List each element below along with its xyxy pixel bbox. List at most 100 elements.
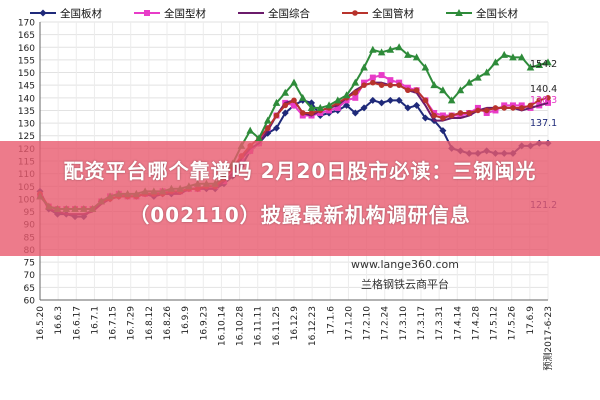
data-point [527, 102, 534, 109]
data-point [352, 94, 359, 101]
y-tick-label: 160 [18, 44, 35, 54]
legend: 全国板材 全国型材 全国综合 全国管材 全国长材 [30, 7, 518, 20]
data-point [422, 97, 429, 104]
data-point [308, 110, 315, 116]
data-point [456, 86, 465, 94]
x-tick-label: 16.5.20 [36, 306, 46, 341]
x-tick-label: 预测2017-6-23 [543, 306, 554, 371]
data-point [501, 105, 508, 111]
legend-item: 全国型材 [134, 7, 206, 20]
legend-item: 全国管材 [342, 7, 414, 20]
y-tick-label: 170 [18, 19, 35, 29]
data-point [535, 60, 544, 68]
legend-item: 全国板材 [30, 7, 102, 20]
y-tick-label: 70 [24, 271, 36, 281]
data-point [405, 87, 411, 94]
x-tick-label: 17.5.12 [490, 306, 500, 340]
x-tick-label: 17.2.10 [363, 306, 373, 341]
data-point [351, 78, 360, 86]
legend-label: 全国型材 [164, 7, 206, 20]
data-point [510, 105, 516, 111]
data-point [351, 109, 359, 117]
x-tick-label: 16.12.9 [290, 306, 300, 341]
data-point [316, 103, 325, 111]
data-point [246, 126, 255, 134]
legend-label: 全国板材 [60, 7, 102, 20]
x-tick-label: 16.10.28 [236, 306, 246, 346]
data-point [395, 96, 403, 104]
data-point [492, 105, 499, 111]
x-tick-label: 17.2.24 [381, 306, 391, 341]
x-tick-label: 17.4.14 [453, 306, 463, 341]
data-point [281, 109, 289, 117]
data-point [413, 101, 421, 109]
data-point [387, 82, 394, 88]
legend-marker [455, 9, 463, 16]
x-tick-label: 17.3.31 [435, 306, 445, 340]
headline-line-2: （002110）披露最新机构调研信息 [129, 203, 471, 227]
data-point [430, 81, 438, 89]
data-point [482, 68, 491, 76]
x-tick-label: 17.3.17 [417, 306, 427, 340]
data-point [378, 82, 385, 88]
data-point [342, 91, 351, 99]
data-point [334, 104, 341, 111]
data-point [264, 125, 271, 131]
x-tick-label: 16.6.17 [72, 306, 82, 340]
data-point [440, 115, 446, 121]
legend-label: 全国管材 [372, 7, 414, 20]
data-point [536, 97, 543, 104]
legend-label: 全国综合 [268, 7, 310, 20]
y-tick-label: 155 [18, 56, 35, 66]
x-tick-label: 16.11.11 [254, 306, 264, 346]
data-point [431, 112, 437, 119]
data-point [526, 63, 535, 71]
x-tick-label: 16.6.3 [54, 306, 64, 335]
x-tick-label: 16.7.29 [127, 306, 137, 341]
data-point [360, 104, 368, 112]
legend-item: 全国长材 [446, 7, 518, 20]
end-label: 137.1 [530, 118, 557, 129]
data-point [447, 96, 456, 104]
data-point [475, 107, 481, 114]
x-tick-label: 17.5.26 [508, 306, 518, 341]
data-point [500, 50, 509, 58]
data-point [370, 79, 376, 86]
data-point [272, 98, 281, 106]
data-point [273, 112, 280, 119]
y-tick-label: 150 [18, 69, 35, 79]
legend-item: 全国综合 [238, 7, 310, 20]
data-point [307, 103, 316, 111]
headline-line-1: 配资平台哪个靠谱吗 2月20日股市必读：三钢闽光 [63, 159, 537, 183]
y-tick-label: 75 [24, 259, 35, 269]
watermark-name: 兰格钢铁云商平台 [361, 278, 449, 291]
data-point [439, 86, 447, 94]
x-tick-label: 16.9.23 [199, 306, 209, 340]
data-point [290, 78, 298, 86]
data-point [474, 73, 482, 81]
data-point [369, 96, 377, 104]
data-point [352, 89, 359, 96]
data-point [255, 134, 263, 142]
x-tick-label: 16.11.25 [272, 306, 282, 346]
end-label: 154.2 [530, 59, 557, 70]
x-tick-label: 17.1.20 [344, 306, 354, 341]
legend-marker [144, 10, 150, 16]
data-point [404, 50, 412, 58]
data-point [395, 43, 403, 51]
data-point [386, 96, 394, 104]
data-point [412, 53, 421, 61]
data-point [291, 97, 297, 104]
x-tick-label: 16.7.1 [90, 306, 100, 335]
data-point [439, 127, 447, 135]
data-point [361, 82, 367, 88]
data-point [421, 63, 430, 71]
data-point [298, 93, 307, 101]
y-tick-label: 125 [18, 132, 35, 142]
end-label: 138.3 [530, 95, 557, 106]
y-tick-label: 60 [24, 297, 36, 307]
x-tick-label: 16.12.23 [308, 306, 318, 346]
legend-marker [352, 10, 358, 16]
data-point [387, 77, 394, 84]
